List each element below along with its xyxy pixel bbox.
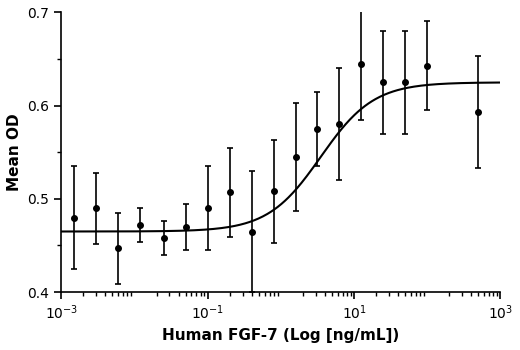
X-axis label: Human FGF-7 (Log [ng/mL]): Human FGF-7 (Log [ng/mL]) xyxy=(162,328,399,343)
Y-axis label: Mean OD: Mean OD xyxy=(7,113,22,191)
